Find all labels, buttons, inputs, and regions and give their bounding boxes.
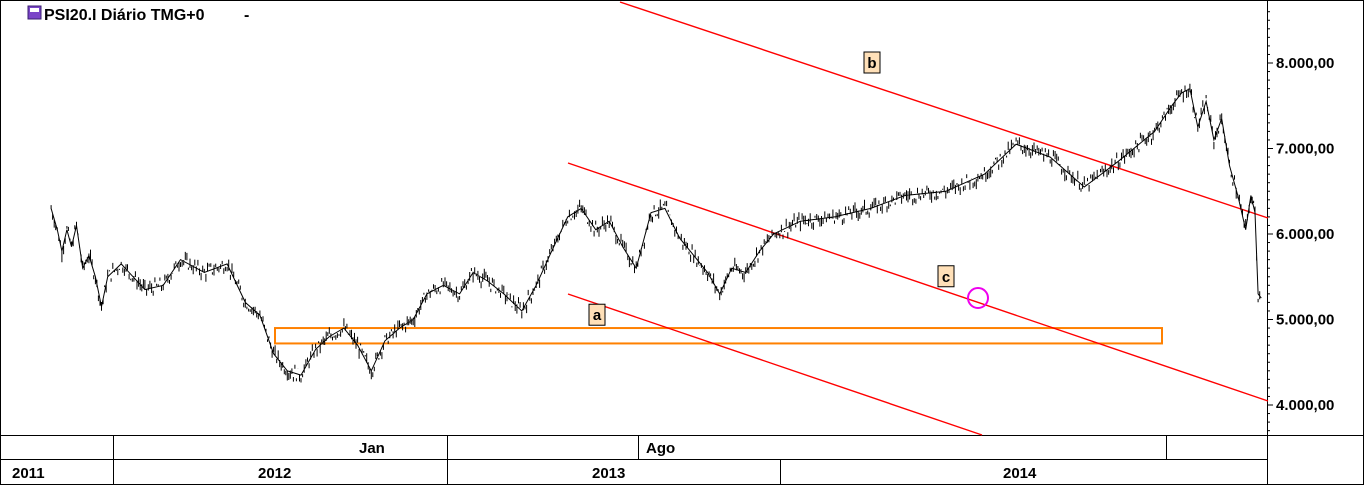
- wave-label-a[interactable]: a: [588, 303, 606, 326]
- price-series-line: [50, 83, 1262, 383]
- month-tick-label: Jan: [359, 440, 385, 457]
- year-tick-label: 2013: [592, 465, 625, 482]
- year-tick-label: 2012: [258, 465, 291, 482]
- wave-label-box: [588, 303, 606, 326]
- cfd-icon: [27, 5, 42, 20]
- y-tick-label: 5.000,00: [1276, 312, 1334, 329]
- wave-labels: b a c: [588, 51, 955, 326]
- wave-label-text: c: [942, 269, 950, 286]
- wave-label-box: [863, 51, 881, 74]
- channel-line[interactable]: [619, 1, 1269, 219]
- y-axis: 8.000,00 7.000,00 6.000,00 5.000,00 4.000,00: [1267, 11, 1334, 432]
- wave-label-b[interactable]: b: [863, 51, 881, 74]
- title-menu-dash[interactable]: -: [244, 7, 249, 24]
- channel-line[interactable]: [567, 293, 983, 436]
- year-tick-label: 2014: [1003, 465, 1037, 482]
- year-tick-label: 2011: [12, 465, 45, 482]
- wave-label-text: b: [867, 55, 876, 72]
- y-tick-label: 4.000,00: [1276, 397, 1334, 414]
- y-tick-label: 8.000,00: [1276, 55, 1334, 72]
- y-tick-label: 7.000,00: [1276, 141, 1334, 158]
- support-zone-rectangle[interactable]: [274, 327, 1163, 345]
- trend-channel-lines: [567, 1, 1269, 436]
- wave-label-c[interactable]: c: [937, 265, 955, 288]
- wave-label-box: [937, 265, 955, 288]
- highlight-circle: [967, 287, 989, 309]
- y-tick-label: 6.000,00: [1276, 226, 1334, 243]
- month-tick-label: Ago: [646, 440, 675, 457]
- channel-line[interactable]: [567, 162, 1269, 402]
- wave-label-text: a: [593, 307, 602, 324]
- chart-title: PSI20.I Diário TMG+0: [44, 7, 205, 24]
- x-axis: Jan Ago 2011 2012 2013 2014: [12, 436, 1167, 485]
- chart-title-group: PSI20.I Diário TMG+0 -: [27, 5, 249, 24]
